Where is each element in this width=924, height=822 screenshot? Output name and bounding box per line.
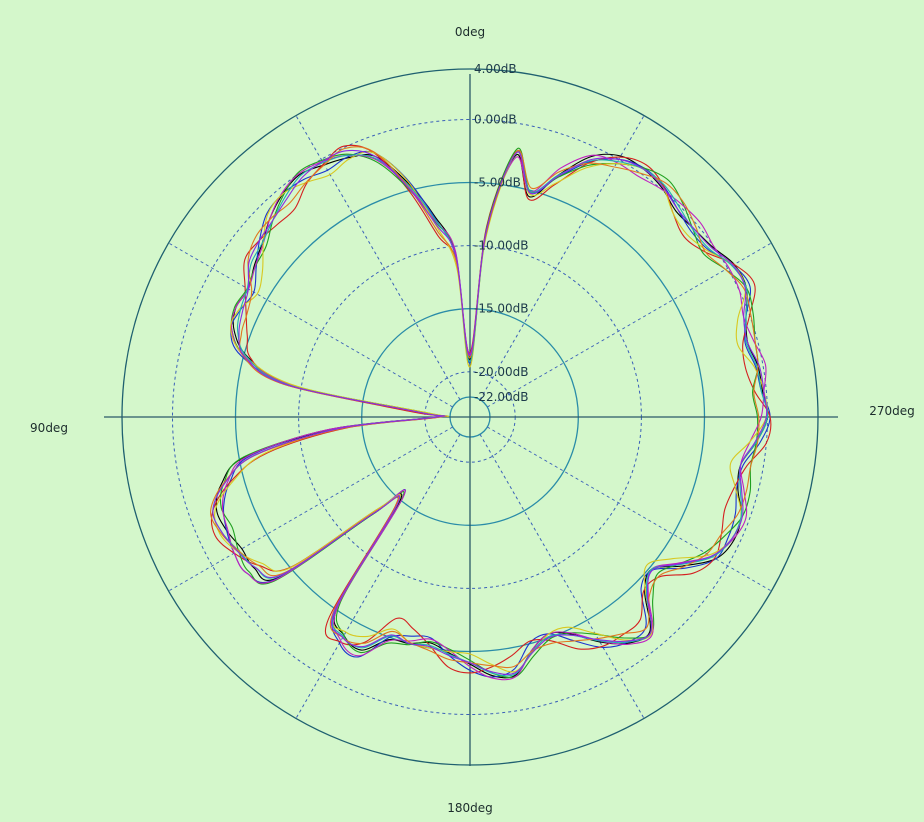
dashed-spoke (487, 242, 772, 408)
polar-axes (104, 74, 838, 766)
series-line-8 (210, 146, 760, 669)
radial-tick-label: 0.00dB (474, 113, 517, 127)
radial-tick-label: -15.00dB (474, 302, 529, 316)
radial-tick-label: -22.00dB (474, 390, 529, 404)
radial-tick-label: -20.00dB (474, 365, 529, 379)
dashed-spoke (479, 115, 645, 400)
dashed-spoke (168, 242, 453, 408)
series-group (210, 144, 772, 681)
dashed-spoke (487, 426, 772, 592)
angle-label-90deg: 90deg (30, 421, 68, 435)
dashed-spoke (295, 434, 461, 719)
series-line-9 (212, 149, 768, 675)
radial-tick-label: -5.00dB (474, 176, 521, 190)
angle-labels: 0deg 90deg 180deg 270deg (30, 25, 915, 815)
series-line-7 (212, 151, 769, 677)
dashed-spoke (479, 434, 645, 719)
radial-tick-label: 4.00dB (474, 62, 517, 76)
angle-label-180deg: 180deg (447, 801, 493, 815)
radial-tick-label: -10.00dB (474, 239, 529, 253)
angle-label-270deg: 270deg (869, 404, 915, 418)
radial-tick-labels: 4.00dB 0.00dB -5.00dB -10.00dB -15.00dB … (474, 62, 529, 404)
dashed-spoke (295, 115, 461, 400)
angle-label-0deg: 0deg (455, 25, 485, 39)
dashed-spoke (168, 426, 453, 592)
